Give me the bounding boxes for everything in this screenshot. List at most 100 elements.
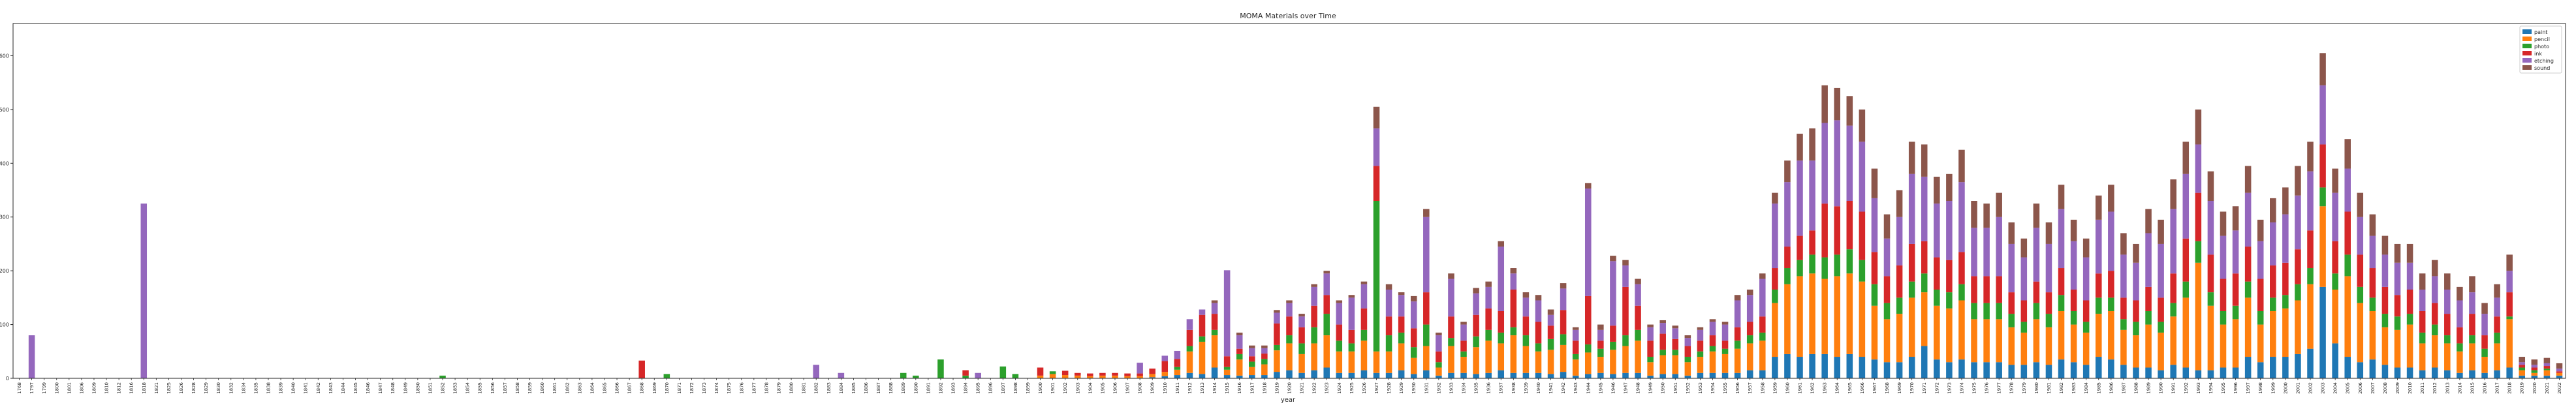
bar-segment	[1784, 284, 1791, 354]
bar-segment	[1236, 359, 1243, 376]
x-tick-label: 1902	[1063, 382, 1068, 394]
x-tick-label: 1953	[1698, 382, 1703, 394]
bar-segment	[1610, 325, 1616, 342]
bar-segment	[2033, 204, 2040, 228]
bar-segment	[1211, 303, 1218, 314]
bar-segment	[1261, 354, 1268, 359]
bar-segment	[2457, 351, 2463, 373]
bar-segment	[1174, 375, 1181, 378]
x-tick-label: 1993	[2196, 382, 2201, 394]
bar-segment	[1610, 350, 1616, 374]
bar-segment	[1448, 372, 1454, 378]
bar-segment	[2469, 335, 2475, 344]
bar-segment	[1373, 106, 1380, 128]
bar-segment	[1821, 354, 1828, 378]
bar-segment	[1535, 295, 1542, 301]
x-tick-label: 1838	[266, 382, 272, 394]
x-tick-label: 1998	[2258, 382, 2263, 394]
bar-segment	[1410, 328, 1417, 348]
bar-segment	[1772, 357, 1778, 378]
bar-segment	[1672, 350, 1679, 355]
bar-segment	[1821, 279, 1828, 354]
bar-segment	[1721, 372, 1729, 378]
bar-segment	[2469, 343, 2475, 370]
bar-segment	[1908, 297, 1915, 357]
x-tick-label: 1844	[341, 382, 346, 393]
bar-segment	[2506, 316, 2513, 320]
bar-segment	[1498, 310, 1505, 333]
bar-segment	[2257, 241, 2264, 279]
bar-segment	[1821, 257, 1828, 279]
bar-segment	[1908, 281, 1915, 298]
x-tick-label: 1962	[1810, 382, 1815, 394]
x-tick-label: 1845	[353, 382, 358, 394]
bar-segment	[1659, 350, 1666, 355]
bar-segment	[1610, 261, 1616, 326]
bar-segment	[2070, 241, 2077, 290]
legend-swatch	[2522, 44, 2532, 48]
bar-segment	[2531, 370, 2538, 373]
series-photo	[439, 187, 2551, 378]
bar-segment	[2431, 260, 2438, 277]
x-tick-label: 1990	[2159, 382, 2164, 394]
bar-segment	[1323, 271, 1330, 274]
bar-segment	[1199, 374, 1206, 378]
x-tick-label: 1881	[802, 382, 807, 394]
bar-segment	[2357, 254, 2364, 287]
bar-segment	[1398, 343, 1405, 370]
x-tick-label: 1999	[2270, 382, 2276, 394]
bar-segment	[2344, 276, 2351, 357]
bar-segment	[1809, 160, 1815, 231]
bar-segment	[2270, 198, 2276, 222]
bar-segment	[2095, 297, 2102, 314]
x-tick-label: 1829	[204, 382, 209, 394]
bar-segment	[1709, 351, 1716, 373]
bar-segment	[2457, 327, 2463, 344]
bar-segment	[2195, 192, 2202, 241]
bar-segment	[1996, 319, 2002, 363]
bar-segment	[1547, 309, 1554, 315]
x-tick-label: 1850	[415, 382, 420, 394]
y-tick-label: 0	[6, 376, 9, 382]
bar-segment	[1174, 369, 1181, 376]
bar-segment	[2170, 273, 2176, 303]
x-tick-label: 1883	[826, 382, 832, 394]
bar-segment	[1934, 290, 1940, 306]
bar-segment	[2419, 290, 2426, 311]
bar-segment	[2357, 362, 2364, 378]
x-tick-label: 1797	[29, 382, 35, 394]
x-tick-label: 1975	[1972, 382, 1977, 394]
bar-segment	[1697, 329, 1704, 341]
x-tick-label: 1903	[1075, 382, 1080, 394]
bar-segment	[2319, 85, 2326, 145]
bar-segment	[962, 370, 969, 376]
bar-segment	[2070, 324, 2077, 363]
x-tick-label: 1891	[926, 382, 931, 394]
bar-segment	[1199, 314, 1206, 337]
x-tick-label: 1806	[79, 382, 84, 393]
bar-segment	[1249, 348, 1255, 357]
x-tick-label: 1867	[627, 382, 633, 394]
bar-segment	[1223, 375, 1231, 378]
bar-segment	[1087, 373, 1093, 376]
bar-segment	[2519, 370, 2526, 376]
bar-segment	[2195, 109, 2202, 145]
bar-segment	[1896, 314, 1903, 363]
bar-segment	[1112, 372, 1118, 376]
x-tick-label: 1876	[739, 382, 744, 393]
bar-segment	[2307, 142, 2314, 172]
bar-segment	[1236, 354, 1243, 360]
bar-segment	[1311, 343, 1317, 370]
bar-segment	[2332, 168, 2338, 193]
bar-segment	[975, 372, 981, 378]
x-tick-label: 1939	[1524, 382, 1529, 394]
bar-segment	[1996, 276, 2002, 303]
x-tick-label: 1978	[2009, 382, 2015, 394]
bar-segment	[1983, 228, 1990, 277]
bar-segment	[1547, 350, 1554, 374]
bar-segment	[1348, 297, 1355, 330]
bar-segment	[2295, 249, 2301, 284]
bar-segment	[1821, 123, 1828, 204]
bar-segment	[1211, 335, 1218, 368]
bar-segment	[1323, 295, 1330, 314]
